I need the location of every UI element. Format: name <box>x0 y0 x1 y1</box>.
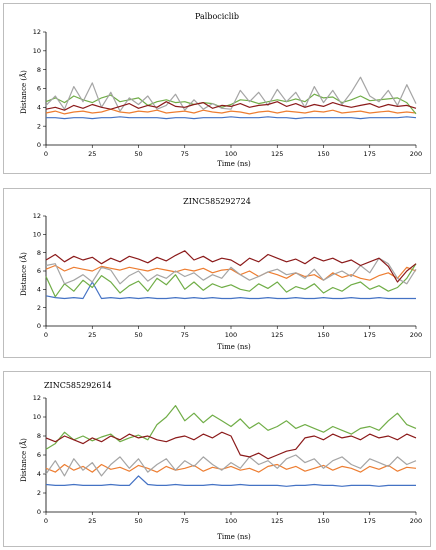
y-tick-label: 8 <box>37 66 41 74</box>
x-tick-label: 50 <box>134 331 142 339</box>
x-tick-label: 0 <box>44 517 48 525</box>
x-tick-label: 125 <box>271 331 283 339</box>
series-line-1 <box>45 475 416 487</box>
y-tick-label: 12 <box>33 28 41 36</box>
x-tick-label: 75 <box>181 150 189 158</box>
y-tick-label: 0 <box>37 322 41 330</box>
chart-title: ZINC585292724 <box>183 197 251 206</box>
x-tick-label: 75 <box>181 331 189 339</box>
y-tick-label: 4 <box>37 470 41 478</box>
chart-palbociclib: Palbociclib Time (ns) Distance (Å) 0 2 4 6 8… <box>19 12 422 168</box>
plot-area: 0 2 4 6 8 10 12 0 25 50 75 100 125 150 175 200 <box>33 212 422 339</box>
x-tick-label: 0 <box>44 150 48 158</box>
y-tick-label: 10 <box>33 231 41 239</box>
x-tick-label: 25 <box>88 150 96 158</box>
x-tick-label: 75 <box>181 517 189 525</box>
x-tick-label: 150 <box>317 517 329 525</box>
chart-zinc585292724: ZINC585292724 Time (ns) Distance (Å) 0 2 4… <box>19 197 422 351</box>
x-tick-label: 25 <box>88 331 96 339</box>
series-line-4 <box>45 454 417 477</box>
x-tick-label: 25 <box>88 517 96 525</box>
x-tick-label: 125 <box>271 517 283 525</box>
y-tick-label: 10 <box>33 413 41 421</box>
x-tick-label: 175 <box>364 150 376 158</box>
x-tick-label: 50 <box>134 517 142 525</box>
series-line-2 <box>45 108 417 115</box>
y-tick-label: 4 <box>37 104 41 112</box>
x-tick-label: 200 <box>410 331 422 339</box>
x-tick-label: 175 <box>364 517 376 525</box>
y-tick-label: 12 <box>33 394 41 402</box>
series-line-3 <box>45 404 417 450</box>
series-line-1 <box>46 116 417 120</box>
y-tick-label: 0 <box>37 508 41 516</box>
series-line-5 <box>45 431 417 460</box>
y-tick-label: 2 <box>37 489 41 497</box>
y-tick-label: 4 <box>37 286 41 294</box>
x-axis-label: Time (ns) <box>217 343 251 351</box>
y-tick-label: 8 <box>37 249 41 257</box>
y-tick-label: 12 <box>33 212 41 220</box>
chart-panel-zinc585292724: ZINC585292724 Time (ns) Distance (Å) 0 2 4… <box>3 188 431 358</box>
y-tick-label: 6 <box>37 85 41 93</box>
x-axis-label: Time (ns) <box>217 160 251 168</box>
series-line-5 <box>45 250 417 283</box>
x-tick-label: 125 <box>271 150 283 158</box>
x-axis-label: Time (ns) <box>217 533 251 541</box>
y-tick-label: 6 <box>37 267 41 275</box>
x-tick-label: 100 <box>225 517 237 525</box>
series-line-1 <box>45 281 416 300</box>
series-line-5 <box>45 101 417 111</box>
series-line-4 <box>45 257 417 285</box>
series-line-3 <box>45 263 417 298</box>
x-tick-label: 200 <box>410 517 422 525</box>
x-tick-label: 175 <box>364 331 376 339</box>
y-tick-label: 10 <box>33 47 41 55</box>
chart-title: Palbociclib <box>195 12 239 21</box>
chart-zinc585292614: ZINC585292614 Time (ns) Distance (Å) 0 2 4… <box>19 381 422 541</box>
y-tick-label: 6 <box>37 451 41 459</box>
x-tick-label: 150 <box>317 150 329 158</box>
chart-title: ZINC585292614 <box>44 381 112 390</box>
x-tick-label: 100 <box>225 150 237 158</box>
y-axis-label: Distance (Å) <box>19 70 28 114</box>
plot-area: 0 2 4 6 8 10 12 0 25 50 75 100 125 150 175 200 <box>33 28 422 158</box>
x-tick-label: 100 <box>225 331 237 339</box>
series-line-2 <box>45 264 417 281</box>
y-axis-label: Distance (Å) <box>19 438 28 482</box>
chart-panel-palbociclib: Palbociclib Time (ns) Distance (Å) 0 2 4 6 8… <box>3 3 431 174</box>
plot-area: 0 2 4 6 8 10 12 0 25 50 75 100 125 150 175 200 <box>33 394 422 525</box>
y-tick-label: 8 <box>37 432 41 440</box>
y-tick-label: 0 <box>37 141 41 149</box>
series-line-3 <box>45 93 417 115</box>
chart-panel-zinc585292614: ZINC585292614 Time (ns) Distance (Å) 0 2 4… <box>3 371 431 547</box>
x-tick-label: 200 <box>410 150 422 158</box>
x-tick-label: 50 <box>134 150 142 158</box>
series-line-4 <box>45 76 417 112</box>
x-tick-label: 150 <box>317 331 329 339</box>
y-tick-label: 2 <box>37 122 41 130</box>
x-tick-label: 0 <box>44 331 48 339</box>
y-axis-label: Distance (Å) <box>19 252 28 296</box>
y-tick-label: 2 <box>37 304 41 312</box>
